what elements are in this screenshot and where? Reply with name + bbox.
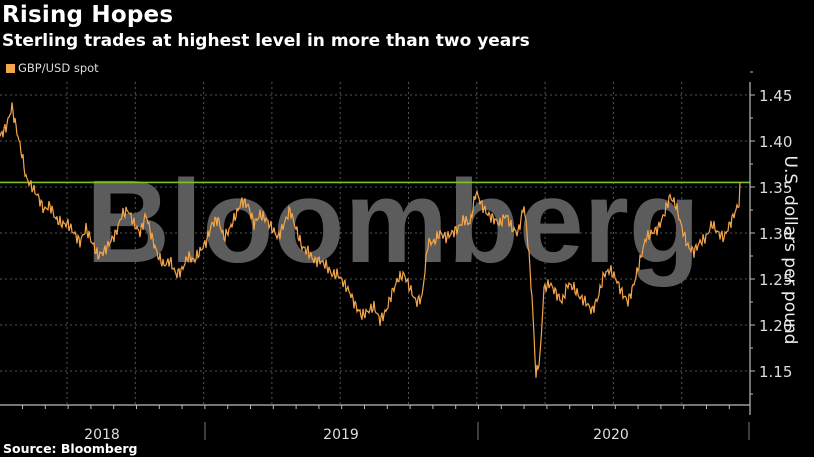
y-tick-label: 1.30 — [759, 225, 792, 243]
source-note: Source: Bloomberg — [3, 441, 138, 456]
watermark: Bloomberg — [86, 156, 700, 288]
chart-title: Rising Hopes — [2, 2, 174, 28]
x-tick-label-2020: 2020 — [593, 427, 629, 443]
series-line-gbpusd — [0, 102, 741, 378]
legend-label: GBP/USD spot — [18, 61, 99, 75]
y-tick-label: 1.15 — [759, 363, 792, 381]
y-tick-label: 1.25 — [759, 271, 792, 289]
y-tick-label: 1.40 — [759, 133, 792, 151]
y-tick-label: 1.20 — [759, 317, 792, 335]
y-tick-label: 1.35 — [759, 179, 792, 197]
legend-swatch-icon — [6, 63, 15, 73]
legend: GBP/USD spot — [6, 61, 99, 75]
y-axis-label: U.S. dollars per pound — [780, 155, 800, 345]
y-tick-label: 1.45 — [759, 87, 792, 105]
x-tick-label-2018: 2018 — [84, 427, 120, 443]
x-tick-label-2019: 2019 — [323, 427, 359, 443]
chart-subtitle: Sterling trades at highest level in more… — [2, 31, 530, 51]
